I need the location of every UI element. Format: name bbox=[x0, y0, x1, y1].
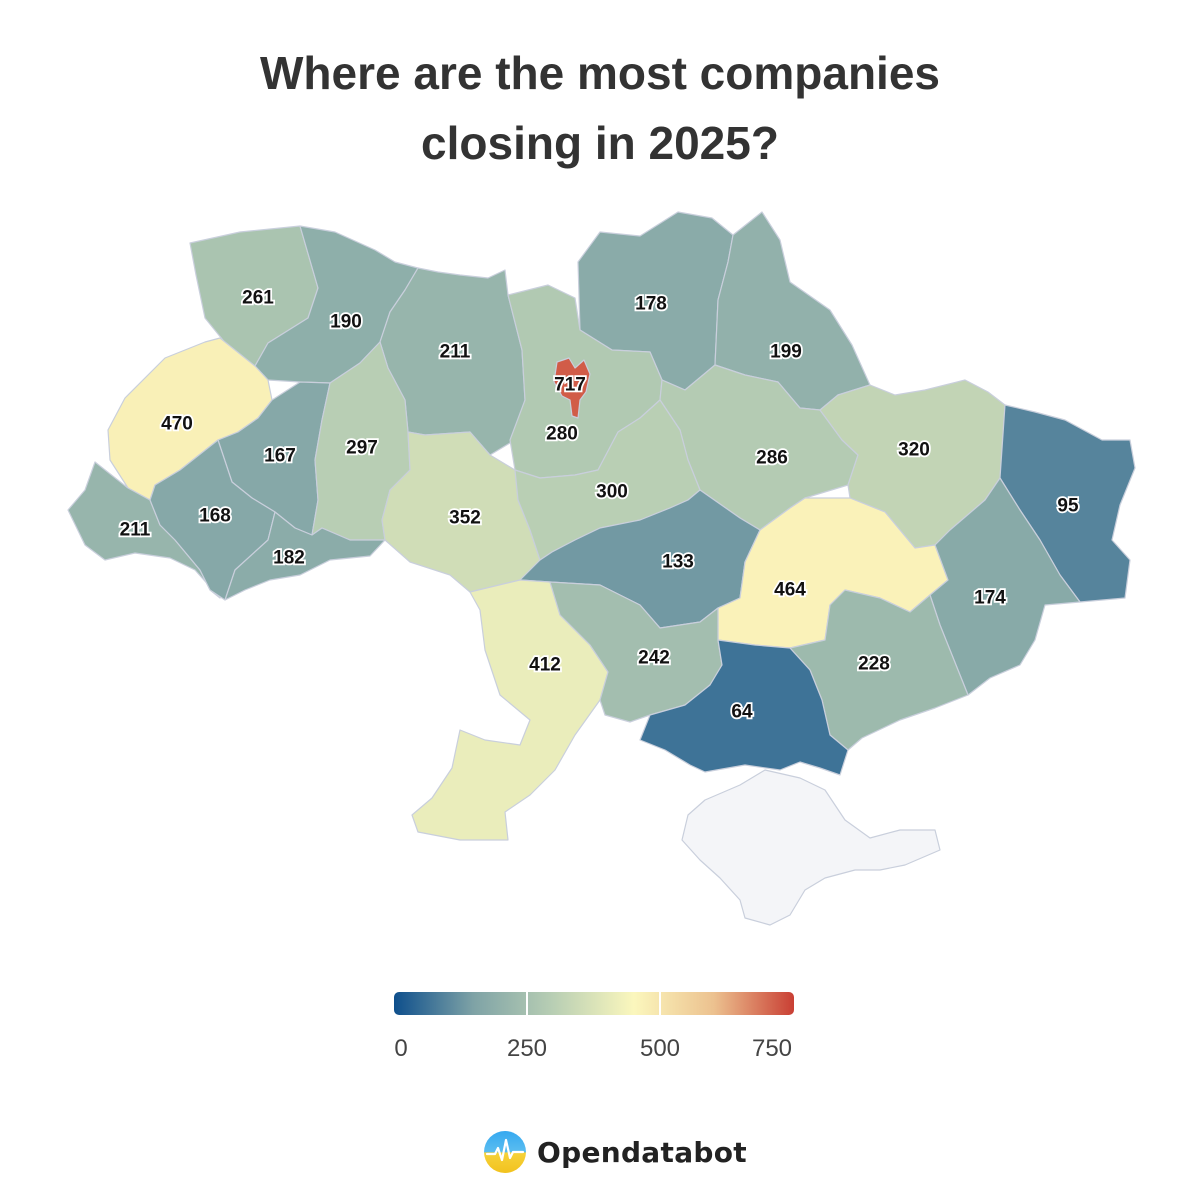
region-label: 300 bbox=[596, 482, 628, 503]
region-chernivtsi[interactable] bbox=[224, 511, 386, 601]
region-label: 280 bbox=[546, 424, 578, 445]
region-label: 412 bbox=[529, 655, 561, 676]
region-label: 167 bbox=[264, 446, 296, 467]
region-label: 464 bbox=[774, 580, 806, 601]
region-label: 190 bbox=[330, 312, 362, 333]
title-line-1: Where are the most companies bbox=[260, 47, 940, 99]
brand: Opendatabot bbox=[483, 1130, 747, 1174]
region-label: 64 bbox=[731, 702, 753, 723]
region-label: 717 bbox=[554, 375, 586, 396]
region-label: 174 bbox=[974, 588, 1006, 609]
color-scale-bar bbox=[394, 992, 794, 1015]
labels-layer: 261 190 211 717 178 199 470 167 297 280 … bbox=[118, 286, 1081, 725]
region-label: 168 bbox=[199, 506, 231, 527]
region-label: 211 bbox=[440, 342, 471, 363]
legend-tick: 250 bbox=[506, 1035, 548, 1062]
legend-divider bbox=[659, 992, 661, 1015]
region-label: 261 bbox=[242, 288, 274, 309]
legend-tick-labels: 0 250 500 750 bbox=[394, 1035, 794, 1065]
region-label: 352 bbox=[449, 508, 481, 529]
region-crimea[interactable] bbox=[681, 769, 941, 926]
region-label: 211 bbox=[120, 520, 151, 541]
region-label: 242 bbox=[638, 648, 670, 669]
region-label: 320 bbox=[898, 440, 930, 461]
region-kherson[interactable] bbox=[639, 639, 849, 776]
brand-name: Opendatabot bbox=[537, 1135, 747, 1169]
legend-tick: 0 bbox=[394, 1035, 408, 1062]
region-kyiv-city[interactable] bbox=[553, 357, 591, 419]
legend-tick: 750 bbox=[751, 1035, 793, 1062]
region-label: 286 bbox=[756, 448, 788, 469]
region-label: 297 bbox=[346, 438, 378, 459]
region-label: 133 bbox=[662, 552, 694, 573]
region-label: 182 bbox=[273, 548, 305, 569]
legend-tick: 500 bbox=[639, 1035, 681, 1062]
title-line-2: closing in 2025? bbox=[421, 117, 779, 169]
region-label: 95 bbox=[1057, 496, 1079, 517]
color-scale-legend: 0 250 500 750 bbox=[394, 992, 794, 1065]
region-label: 199 bbox=[770, 342, 802, 363]
region-label: 178 bbox=[635, 294, 667, 315]
page-title: Where are the most companies closing in … bbox=[0, 38, 1200, 178]
regions-layer bbox=[67, 211, 1136, 926]
region-label: 470 bbox=[161, 414, 193, 435]
region-label: 228 bbox=[858, 654, 890, 675]
opendatabot-logo-icon bbox=[484, 1131, 526, 1173]
legend-divider bbox=[526, 992, 528, 1015]
